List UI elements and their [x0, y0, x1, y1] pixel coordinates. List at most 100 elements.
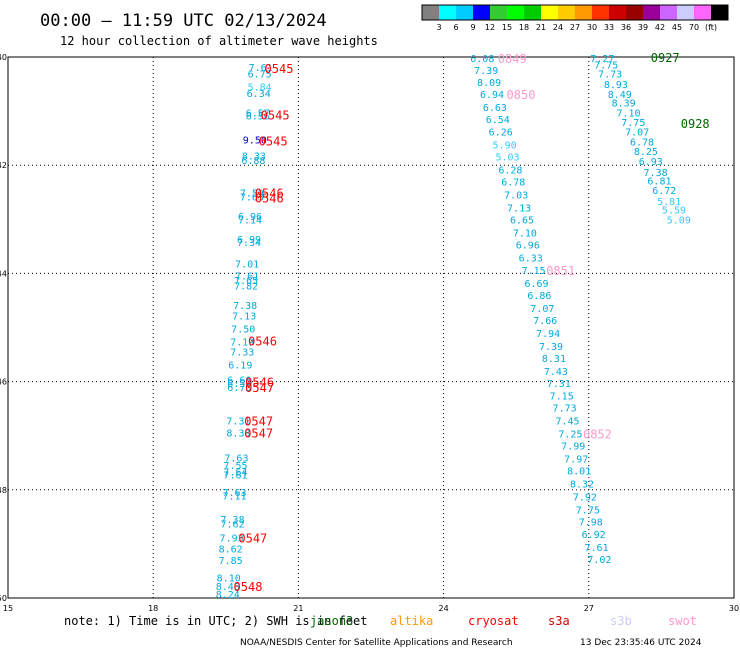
y-tick-label: -44	[0, 269, 7, 278]
swh-value: 6.78	[630, 137, 654, 148]
swh-value: 7.13	[232, 312, 256, 323]
swh-value: 7.93	[220, 533, 244, 544]
swh-value: 6.57	[246, 108, 270, 119]
time-label: 0545	[259, 134, 288, 148]
swh-value: 8.31	[542, 354, 566, 365]
swh-value: 7.19	[230, 338, 254, 349]
swh-value: 7.43	[544, 367, 568, 378]
swh-value: 8.10	[217, 574, 241, 585]
swh-value: 7.38	[221, 515, 245, 526]
y-tick-label: -40	[0, 53, 7, 62]
colorbar-swatch	[422, 5, 439, 20]
colorbar-swatch	[694, 5, 711, 20]
swh-value: 6.54	[486, 115, 510, 126]
swh-value: 6.26	[489, 128, 513, 139]
colorbar-label: (ft)	[705, 23, 717, 32]
swh-value: 7.13	[507, 203, 531, 214]
colorbar-label: 42	[655, 23, 665, 32]
legend-cryosat: cryosat	[468, 614, 519, 628]
swh-value: 7.61	[223, 471, 247, 482]
track-cryosat: 7.616.755.846.346.576.569.508.336.887.59…	[216, 63, 273, 601]
swh-value: 7.33	[230, 347, 254, 358]
colorbar-swatch	[575, 5, 592, 20]
swh-value: 8.93	[604, 80, 628, 91]
colorbar-label: 39	[638, 23, 648, 32]
colorbar-swatch	[643, 5, 660, 20]
swh-value: 7.65	[234, 276, 258, 287]
y-tick-label: -46	[0, 378, 7, 387]
colorbar-label: 45	[672, 23, 682, 32]
time-label: 0547	[244, 415, 273, 429]
swh-value: 5.81	[657, 197, 681, 208]
swh-value: 6.59	[227, 379, 251, 390]
swh-value: 7.94	[536, 329, 560, 340]
swh-value: 9.50	[243, 135, 267, 146]
time-label: 0546	[255, 192, 284, 206]
swh-value: 7.98	[579, 517, 603, 528]
swh-value: 7.25	[558, 430, 582, 441]
legend-altika: altika	[390, 614, 433, 628]
swh-value: 8.38	[226, 429, 250, 440]
swh-value: 8.32	[570, 479, 594, 490]
colorbar-swatch	[439, 5, 456, 20]
swh-value: 8.49	[608, 90, 632, 101]
grid	[7, 56, 735, 599]
swh-value: 7.31	[547, 379, 571, 390]
swh-value: 7.75	[576, 505, 600, 516]
time-label: 0548	[234, 580, 263, 594]
swh-value: 6.78	[501, 178, 525, 189]
swh-value: 6.19	[228, 360, 252, 371]
swh-value: 7.38	[233, 301, 257, 312]
colorbar-swatch	[473, 5, 490, 20]
time-label: 0851	[546, 264, 575, 278]
swh-value: 6.86	[527, 291, 551, 302]
swh-value: 7.38	[644, 168, 668, 179]
colorbar-swatch	[592, 5, 609, 20]
swh-value: 7.07	[625, 128, 649, 139]
colorbar-label: 24	[553, 23, 563, 32]
swh-value: 5.09	[667, 215, 691, 226]
note-text: note: 1) Time is in UTC; 2) SWH is in fe…	[64, 614, 367, 628]
swh-value: 6.75	[248, 69, 272, 80]
swh-value: 6.88	[241, 156, 265, 167]
swh-value: 7.31	[226, 417, 250, 428]
swh-value: 7.63	[222, 488, 246, 499]
time-label: 0927	[651, 51, 680, 65]
y-tick-label: -50	[0, 594, 7, 603]
colorbar-swatch	[558, 5, 575, 20]
swh-value: 7.63	[240, 193, 264, 204]
colorbar-border	[421, 4, 729, 21]
time-label: 0928	[681, 117, 710, 131]
colorbar-swatch	[626, 5, 643, 20]
legend-jason3: jason3	[310, 614, 353, 628]
swh-value: 7.10	[616, 108, 640, 119]
swh-value: 6.96	[238, 212, 262, 223]
chart-subtitle: 12 hour collection of altimeter wave hei…	[60, 34, 378, 48]
swh-value: 6.93	[639, 157, 663, 168]
colorbar-label: 18	[519, 23, 529, 32]
y-tick-label: -42	[0, 161, 7, 170]
swh-value: 7.73	[598, 69, 622, 80]
x-tick-label: 18	[148, 604, 158, 613]
colorbar: 3 6 9 12 15 18 21 24 27 30 33 36 39 42 45 70 (ft)	[421, 4, 729, 32]
time-labels: 0545054505450546054605460546054705470547…	[234, 51, 710, 594]
colorbar-label: 30	[587, 23, 597, 32]
time-label: 0546	[255, 186, 284, 200]
swh-value: 7.61	[235, 272, 259, 283]
colorbar-swatch	[524, 5, 541, 20]
generated-time: 13 Dec 23:35:46 UTC 2024	[580, 638, 702, 648]
colorbar-label: 12	[485, 23, 495, 32]
time-label: 0547	[238, 531, 267, 545]
plot-frame	[7, 56, 735, 599]
time-label: 0545	[261, 108, 290, 122]
swh-value: 7.75	[621, 118, 645, 129]
swh-value: 6.99	[237, 235, 261, 246]
y-tick-label: -48	[0, 486, 7, 495]
data-tracks: 7.616.755.846.346.576.569.508.336.887.59…	[216, 54, 691, 601]
x-tick-label: 15	[3, 604, 13, 613]
x-tick-label: 27	[584, 604, 594, 613]
x-tick-label: 21	[293, 604, 303, 613]
time-label: 0546	[245, 376, 274, 390]
swh-value: 8.62	[219, 544, 243, 555]
